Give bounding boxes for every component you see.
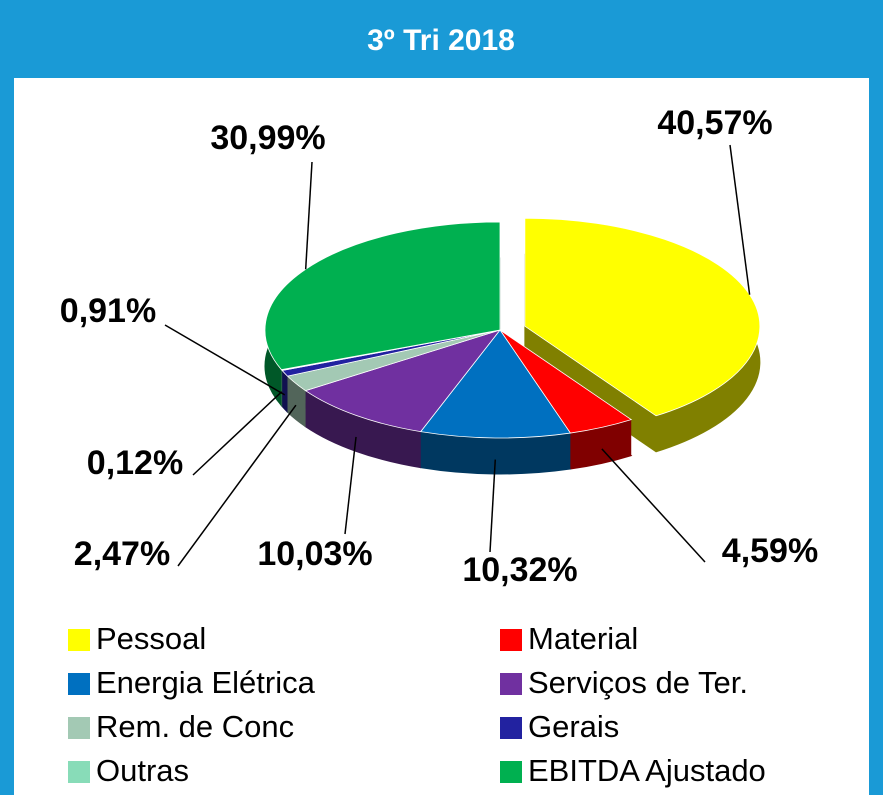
slice <box>419 329 572 439</box>
slice <box>304 329 502 433</box>
legend-label: Serviços de Ter. <box>528 665 748 700</box>
legend-label: Rem. de Conc <box>96 709 294 744</box>
data-label: 0,91% <box>60 292 156 330</box>
frame-left <box>0 0 14 795</box>
legend-label: Pessoal <box>96 621 206 656</box>
leader-line <box>344 436 357 535</box>
leader-line <box>729 144 751 295</box>
slice-edge <box>420 431 571 474</box>
legend-label: Outras <box>96 753 189 788</box>
legend-label: Energia Elétrica <box>96 665 316 700</box>
data-label: 2,47% <box>74 535 170 573</box>
data-label: 40,57% <box>657 104 772 142</box>
slice-edge <box>287 376 306 427</box>
leader-line <box>304 161 313 270</box>
data-label: 30,99% <box>210 119 325 157</box>
legend-swatch <box>68 629 90 651</box>
legend-label: Material <box>528 621 638 656</box>
legend-swatch <box>68 717 90 739</box>
leader-line <box>601 448 706 563</box>
header-bar <box>0 0 883 78</box>
leader-line <box>489 459 497 553</box>
slice-edge <box>281 369 283 407</box>
leader-line <box>192 391 283 476</box>
leader-line <box>164 324 286 396</box>
data-label: 10,03% <box>257 535 372 573</box>
data-label: 4,59% <box>722 532 818 570</box>
chart-title: 3º Tri 2018 <box>367 24 515 57</box>
legend-swatch <box>500 761 522 783</box>
legend-label: EBITDA Ajustado <box>528 753 766 788</box>
slice-edge <box>570 419 632 470</box>
leader-line <box>177 404 297 567</box>
slice-edge <box>305 390 421 468</box>
frame-right <box>869 0 883 795</box>
legend-swatch <box>68 673 90 695</box>
legend-swatch <box>68 761 90 783</box>
data-label: 10,32% <box>462 551 577 589</box>
slice-edge <box>282 370 288 413</box>
legend-swatch <box>500 629 522 651</box>
slice <box>524 217 761 417</box>
legend-swatch <box>500 673 522 695</box>
legend-swatch <box>500 717 522 739</box>
data-label: 0,12% <box>87 444 183 482</box>
legend-label: Gerais <box>528 709 619 744</box>
